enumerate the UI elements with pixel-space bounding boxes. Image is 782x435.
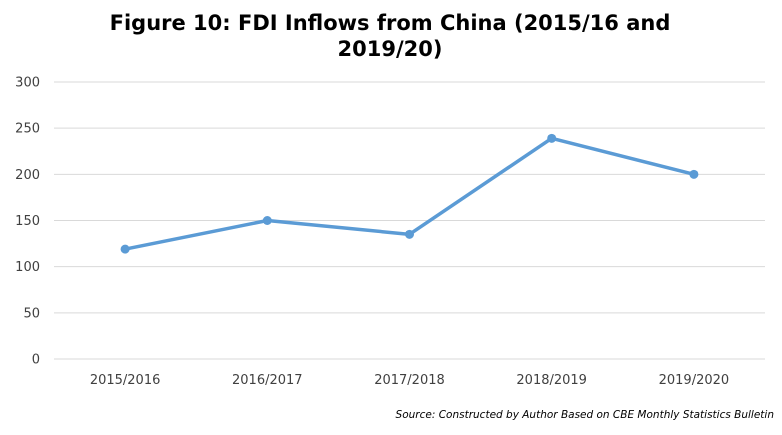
series bbox=[120, 133, 699, 254]
y-tick-label: 250 bbox=[15, 122, 40, 137]
y-tick-label: 200 bbox=[15, 168, 40, 183]
source-note: Source: Constructed by Author Based on C… bbox=[395, 409, 774, 421]
y-tick-label: 300 bbox=[15, 76, 40, 91]
y-tick-label: 0 bbox=[32, 353, 40, 368]
y-tick-label: 150 bbox=[15, 214, 40, 229]
gridlines bbox=[54, 81, 765, 360]
y-axis-ticks: 0 50 100 150 200 250 300 bbox=[15, 76, 40, 368]
x-tick-label: 2015/2016 bbox=[90, 373, 161, 388]
chart-title: Figure 10: FDI Inflows from China (2015/… bbox=[109, 11, 671, 61]
data-point bbox=[689, 169, 699, 179]
y-tick-label: 100 bbox=[15, 260, 40, 275]
x-tick-label: 2016/2017 bbox=[232, 373, 303, 388]
data-point bbox=[262, 216, 272, 225]
data-point bbox=[547, 133, 557, 143]
y-tick-label: 50 bbox=[23, 306, 40, 321]
data-point bbox=[405, 229, 414, 239]
x-tick-label: 2018/2019 bbox=[516, 373, 587, 388]
x-tick-label: 2017/2018 bbox=[374, 373, 445, 388]
x-axis-ticks: 2015/2016 2016/2017 2017/2018 2018/2019 2019… bbox=[90, 373, 729, 388]
x-tick-label: 2019/2020 bbox=[659, 373, 730, 388]
data-point bbox=[120, 244, 130, 254]
